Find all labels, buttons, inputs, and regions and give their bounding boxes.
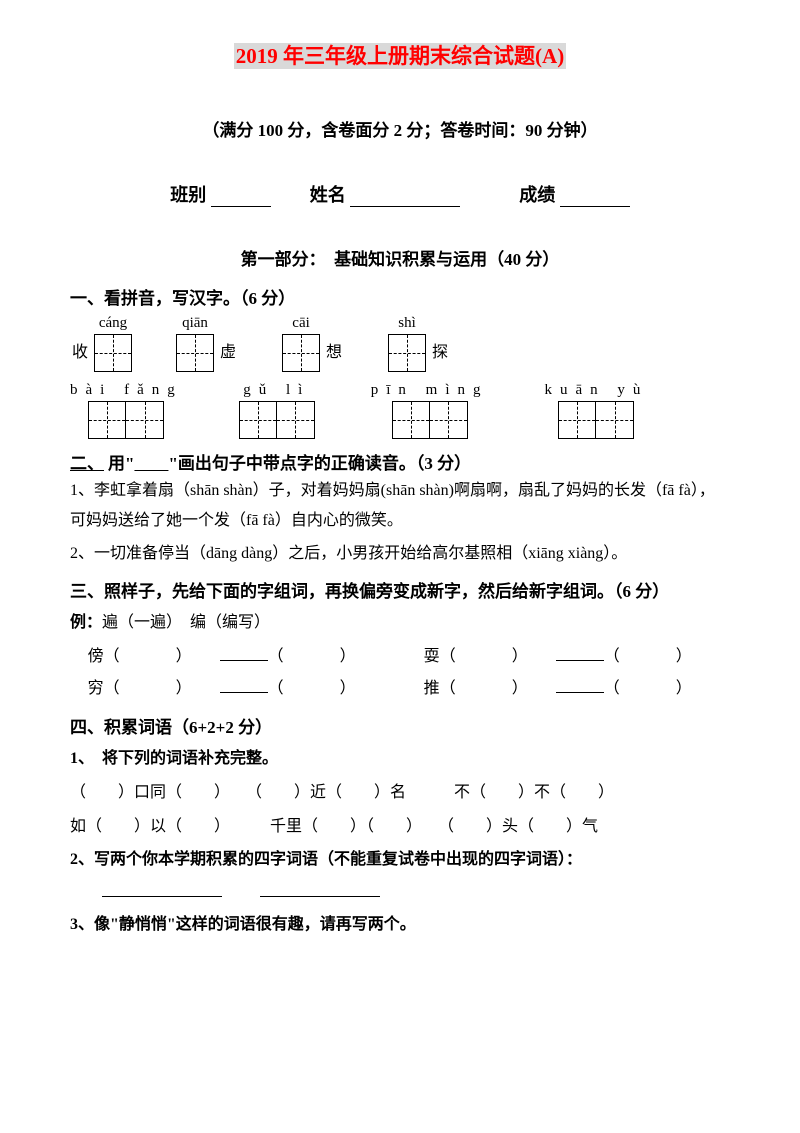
write-box[interactable] xyxy=(277,401,315,439)
q1-item: shì 探 xyxy=(388,315,450,372)
q2-heading-underline: 二、 xyxy=(70,454,104,473)
q1-item: gǔ lì xyxy=(239,382,315,439)
q2-line2: 2、一切准备停当（dāng dàng）之后，小男孩开始给高尔基照相（xiāng … xyxy=(70,539,730,569)
exam-subtitle: （满分 100 分，含卷面分 2 分；答卷时间：90 分钟） xyxy=(70,116,730,141)
write-box[interactable] xyxy=(558,401,596,439)
q4-sub1-heading: 1、 将下列的词语补充完整。 xyxy=(70,744,730,774)
pinyin: gǔ lì xyxy=(243,382,310,399)
char-right: 虚 xyxy=(218,334,238,372)
example-text: 遍（一遍） 编（编写） xyxy=(102,614,270,631)
q3-row2: 穷（）（） 推（）（） xyxy=(70,673,730,705)
q3-row1: 傍（）（） 耍（）（） xyxy=(70,641,730,673)
write-box[interactable] xyxy=(282,334,320,372)
new-char-blank[interactable] xyxy=(556,660,604,661)
write-box[interactable] xyxy=(596,401,634,439)
pinyin: cāi xyxy=(292,315,309,332)
idiom-blank[interactable] xyxy=(260,896,380,897)
name-label: 姓名 xyxy=(310,185,346,205)
write-box[interactable] xyxy=(176,334,214,372)
class-blank[interactable] xyxy=(211,186,271,207)
q1-item: cāi 想 xyxy=(282,315,344,372)
q3-char: 傍 xyxy=(88,648,104,665)
new-char-blank[interactable] xyxy=(220,660,268,661)
idiom-blank[interactable] xyxy=(102,896,222,897)
write-box[interactable] xyxy=(388,334,426,372)
q4-sub1-row1: （ ）口同（ ） （ ）近（ ）名 不（ ）不（ ） xyxy=(70,776,730,810)
q1-item: pīn mìng xyxy=(371,382,489,439)
exam-title: 2019 年三年级上册期末综合试题(A) xyxy=(234,43,566,69)
pinyin: pīn mìng xyxy=(371,382,489,399)
exam-page: 2019 年三年级上册期末综合试题(A) （满分 100 分，含卷面分 2 分；… xyxy=(0,0,800,1133)
score-blank[interactable] xyxy=(560,186,630,207)
q1-row2: bài fǎng gǔ lì pīn mìng kuān yù xyxy=(70,382,730,439)
write-box[interactable] xyxy=(126,401,164,439)
q1-item: qiān 虚 xyxy=(176,315,238,372)
score-label: 成绩 xyxy=(519,185,555,205)
q2-heading: 用" "画出句子中带点字的正确读音。（3 分） xyxy=(108,454,471,473)
pinyin: shì xyxy=(398,315,416,332)
char-right: 想 xyxy=(324,334,344,372)
example-label: 例： xyxy=(70,614,102,631)
new-char-blank[interactable] xyxy=(220,692,268,693)
q3-char: 推 xyxy=(424,680,440,697)
q4-sub3-heading: 3、像"静悄悄"这样的词语很有趣，请再写两个。 xyxy=(70,910,730,940)
pinyin: qiān xyxy=(182,315,208,332)
q3-char: 穷 xyxy=(88,680,104,697)
q1-row1: 收 cáng qiān 虚 cāi 想 shì 探 xyxy=(70,315,730,372)
q4-heading: 四、积累词语（6+2+2 分） xyxy=(70,713,730,738)
q4-sub1-row2: 如（ ）以（ ） 千里（ ）（ ） （ ）头（ ）气 xyxy=(70,810,730,844)
q1-item: bài fǎng xyxy=(70,382,183,439)
name-blank[interactable] xyxy=(350,186,460,207)
q1-item: 收 cáng xyxy=(70,315,132,372)
q3-heading: 三、照样子，先给下面的字组词，再换偏旁变成新字，然后给新字组词。（6 分） xyxy=(70,577,730,602)
pinyin: bài fǎng xyxy=(70,382,183,399)
pinyin: kuān yù xyxy=(545,382,649,399)
write-box[interactable] xyxy=(239,401,277,439)
write-box[interactable] xyxy=(392,401,430,439)
part1-heading: 第一部分： 基础知识积累与运用（40 分） xyxy=(70,245,730,270)
write-box[interactable] xyxy=(88,401,126,439)
student-info-row: 班别 姓名 成绩 xyxy=(70,181,730,207)
q4-sub2-blanks xyxy=(70,878,730,908)
q1-item: kuān yù xyxy=(545,382,649,439)
class-label: 班别 xyxy=(170,185,206,205)
pinyin: cáng xyxy=(99,315,127,332)
write-box[interactable] xyxy=(94,334,132,372)
q3-char: 耍 xyxy=(424,648,440,665)
title-wrap: 2019 年三年级上册期末综合试题(A) xyxy=(70,40,730,70)
char-right: 探 xyxy=(430,334,450,372)
q2-line1: 1、李虹拿着扇（shān shàn）子，对着妈妈扇(shān shàn)啊扇啊，… xyxy=(70,476,730,537)
new-char-blank[interactable] xyxy=(556,692,604,693)
q3-example: 例：遍（一遍） 编（编写） xyxy=(70,608,730,638)
q4-sub2-heading: 2、写两个你本学期积累的四字词语（不能重复试卷中出现的四字词语）： xyxy=(70,845,730,875)
char-left: 收 xyxy=(70,334,90,372)
q1-heading: 一、看拼音，写汉字。（6 分） xyxy=(70,284,730,309)
write-box[interactable] xyxy=(430,401,468,439)
